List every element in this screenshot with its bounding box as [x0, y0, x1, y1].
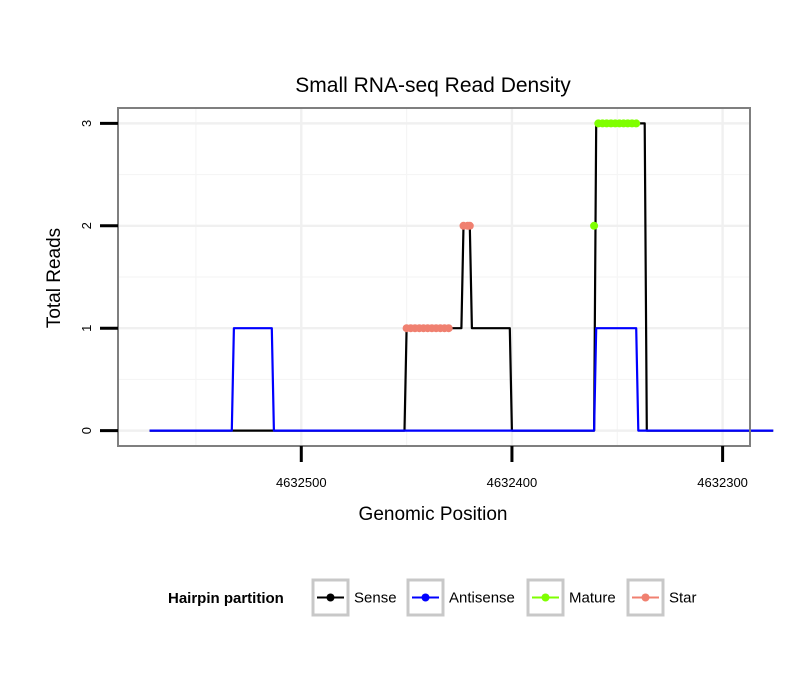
legend-label-star: Star: [669, 590, 697, 607]
series-layer: [149, 119, 774, 432]
y-axis-label: Total Reads: [44, 228, 65, 328]
y-tick-label: 2: [79, 222, 94, 229]
legend-key-antisense-dot: [421, 593, 430, 602]
legend-title: Hairpin partition: [168, 590, 284, 607]
legend: Hairpin partition Sense Antisense Mature St…: [168, 578, 697, 617]
x-tick-label: 4632500: [276, 475, 327, 490]
y-tick-label: 3: [79, 120, 94, 127]
y-axis: 0 1 2 3: [79, 120, 118, 434]
y-tick-label: 1: [79, 325, 94, 332]
legend-key-star-dot: [641, 593, 650, 602]
chart-title: Small RNA-seq Read Density: [295, 74, 571, 97]
panel-border: [117, 107, 751, 447]
series-mature-point: [590, 221, 599, 230]
plot-area: [117, 107, 774, 447]
series-mature-point: [632, 119, 641, 128]
legend-key-sense-dot: [326, 593, 335, 602]
series-star-point: [444, 324, 453, 333]
series-antisense-line: [149, 327, 774, 432]
y-tick-label: 0: [79, 427, 94, 434]
legend-label-sense: Sense: [354, 590, 397, 607]
legend-label-antisense: Antisense: [449, 590, 515, 607]
series-star-point: [465, 221, 474, 230]
x-axis: 4632500 4632400 4632300: [276, 446, 748, 490]
x-tick-label: 4632300: [697, 475, 748, 490]
x-axis-label: Genomic Position: [359, 504, 508, 525]
legend-key-mature-dot: [541, 593, 550, 602]
x-tick-label: 4632400: [487, 475, 538, 490]
legend-label-mature: Mature: [569, 590, 616, 607]
